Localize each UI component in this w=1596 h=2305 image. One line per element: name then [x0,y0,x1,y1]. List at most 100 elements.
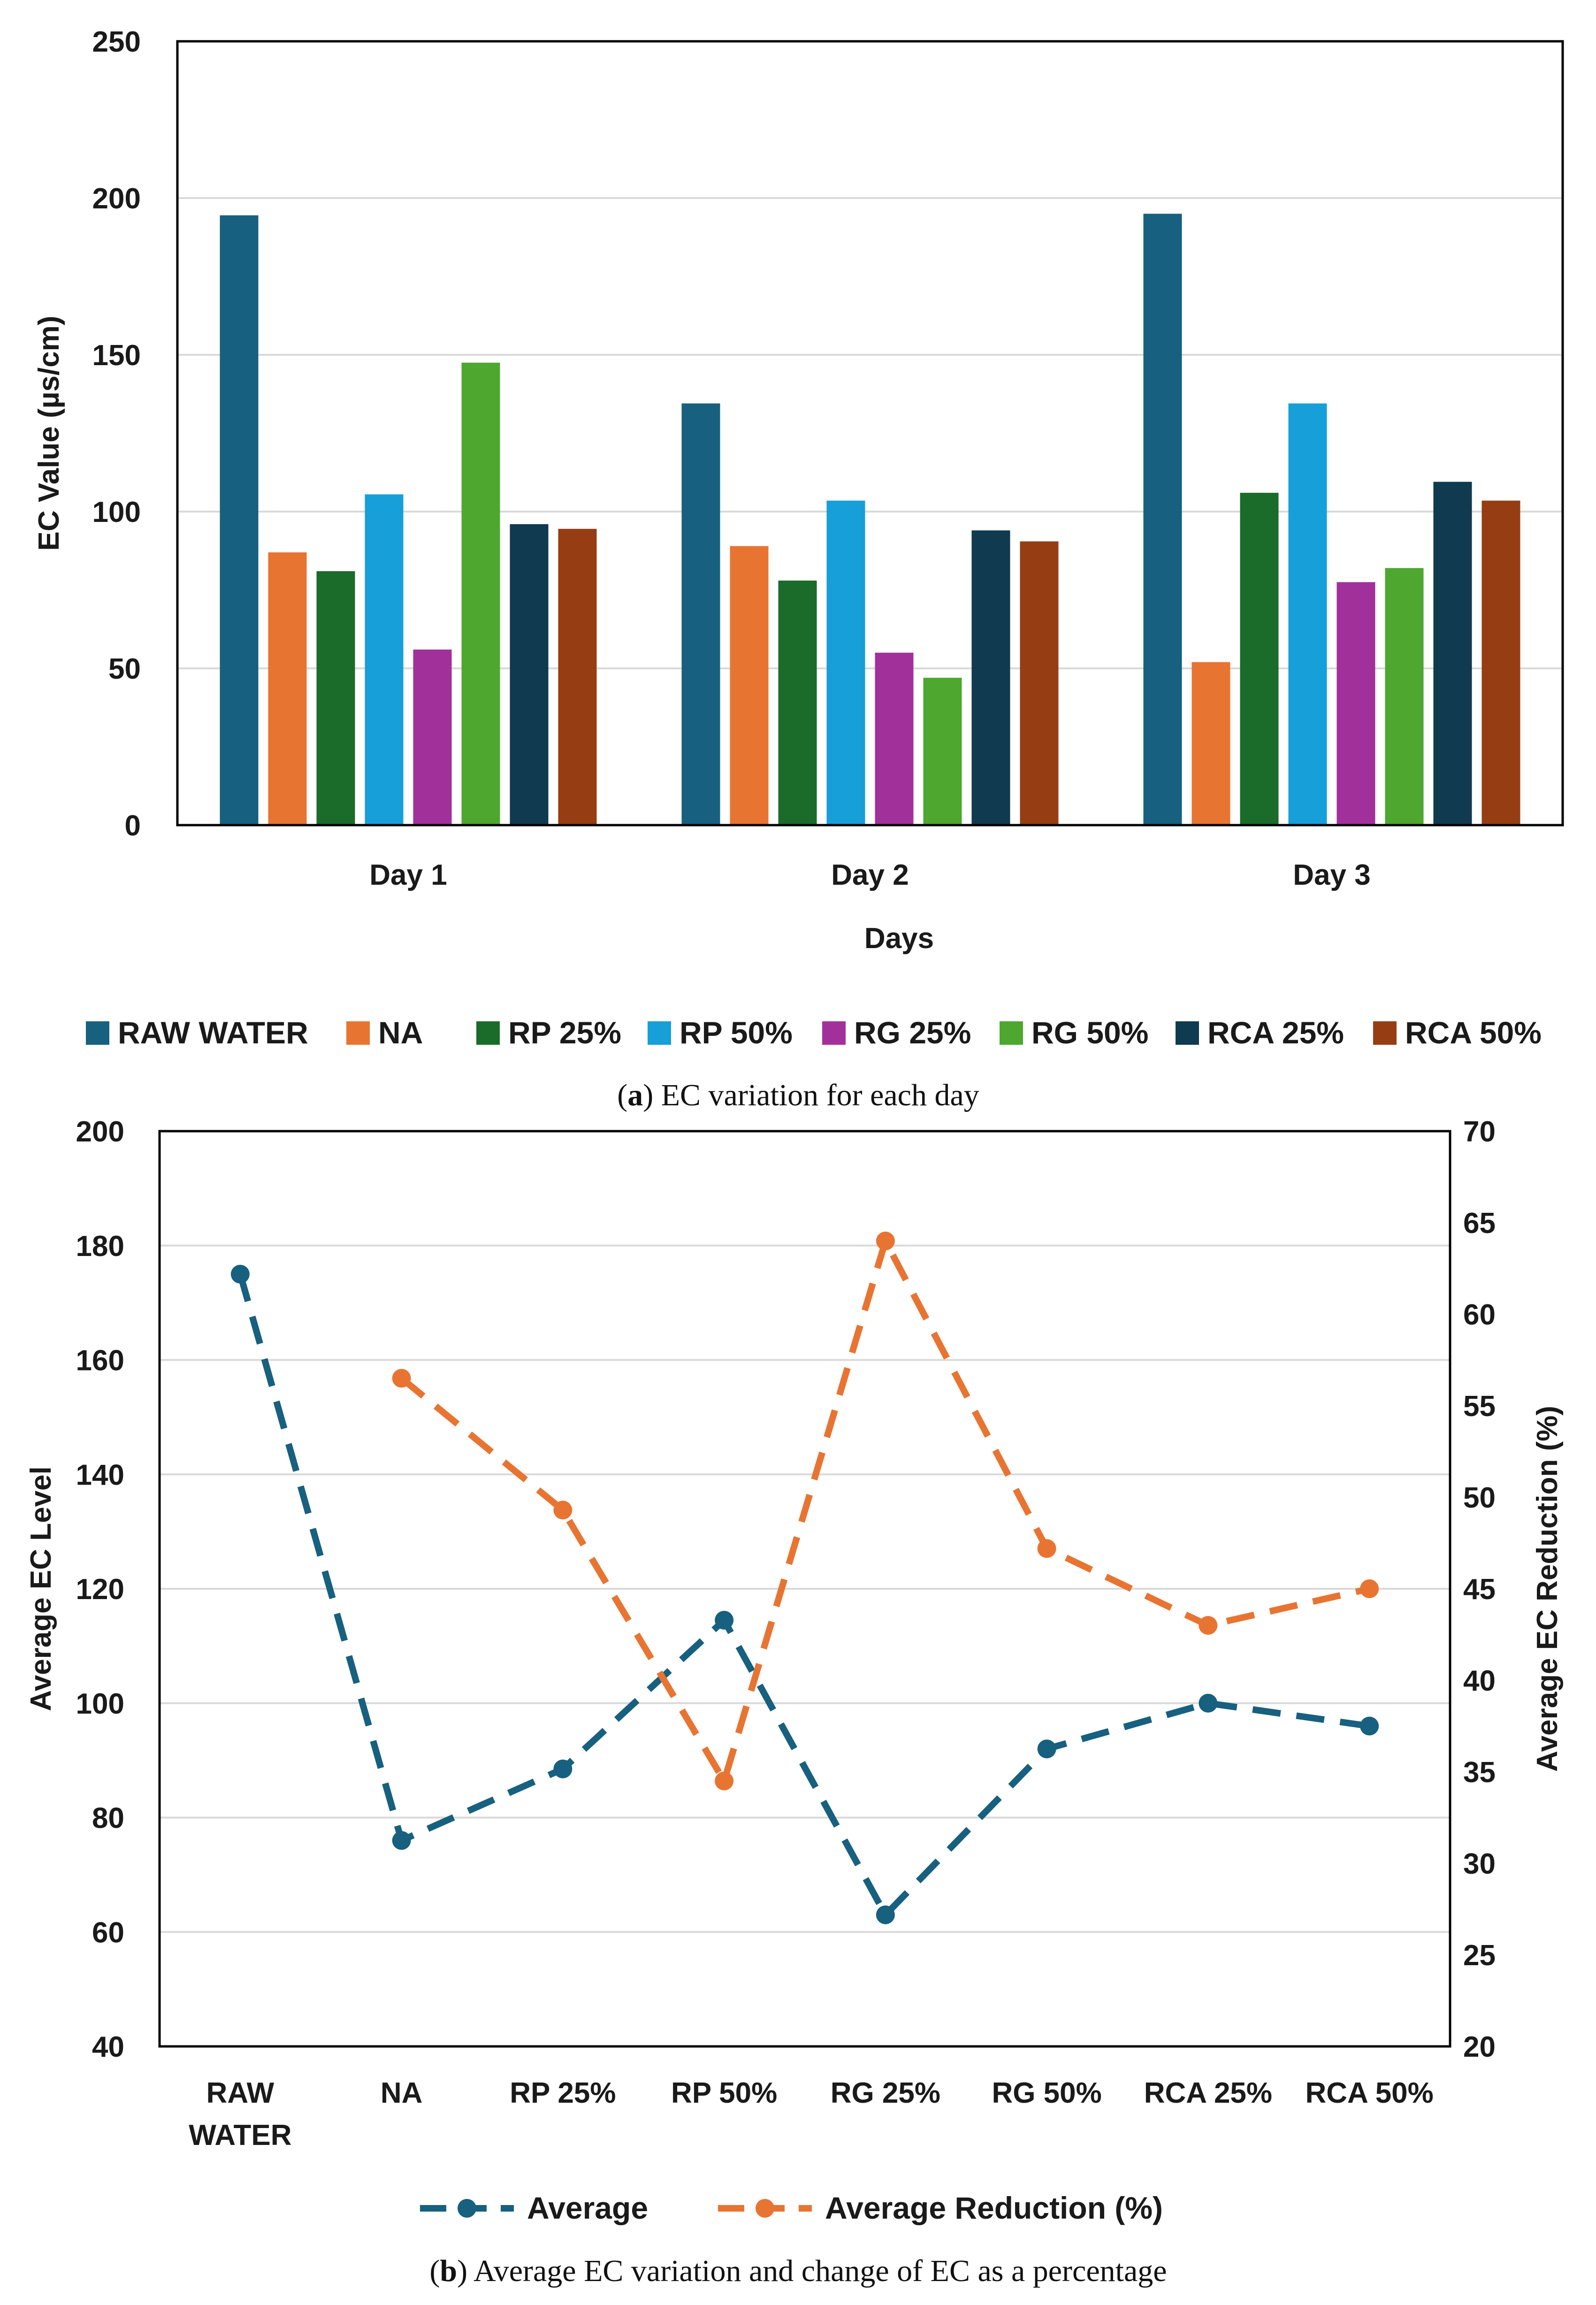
line-chart-left-y-axis-title: Average EC Level [25,1466,57,1711]
bar-chart-bars [220,214,1520,825]
line-chart-right-y-tick-label: 65 [1463,1207,1496,1240]
bar-chart-y-axis-title: EC Value (µs/cm) [33,316,65,551]
bar-chart-y-tick-label: 100 [92,496,141,528]
bar-na-day-1 [268,552,307,825]
bar-rp-50pct-day-2 [826,500,865,825]
caption-b-label: b [440,2254,457,2288]
point-average-reduction-pct-rg-50pct [1037,1539,1056,1558]
line-chart-right-y-tick-label: 55 [1463,1390,1496,1423]
point-average-rca-25pct [1199,1693,1218,1713]
bar-chart-x-tick-label: Day 2 [831,859,909,891]
bar-raw-water-day-3 [1143,214,1182,825]
bar-rca-25pct-day-3 [1433,482,1472,825]
bar-rp-25pct-day-2 [778,580,817,825]
bar-chart-x-axis-title: Days [864,922,934,955]
bar-rg-50pct-day-3 [1385,568,1424,825]
line-chart-right-y-tick-label: 45 [1463,1573,1496,1606]
bar-rp-25pct-day-3 [1240,492,1279,825]
bar-chart-x-tick-label: Day 3 [1293,859,1370,891]
bar-chart-y-tick-labels: 0 50 100 150 200 250 [92,26,141,842]
legend-label-average: Average [527,2190,648,2225]
line-chart-plot-frame [158,1130,1451,2048]
point-average-rca-50pct [1360,1716,1379,1736]
caption-a-text: ) EC variation for each day [643,1078,979,1112]
line-chart-right-y-tick-label: 35 [1463,1756,1496,1789]
point-average-rp-50pct [715,1611,734,1630]
bar-rp-50pct-day-1 [365,494,404,825]
line-chart-left-y-tick-label: 40 [92,2031,124,2063]
bar-raw-water-day-2 [681,403,720,825]
caption-b-text: ) Average EC variation and change of EC … [457,2254,1167,2288]
caption-b: (b) Average EC variation and change of E… [429,2254,1167,2288]
point-average-na [392,1831,411,1850]
point-average-reduction-pct-rca-50pct [1360,1579,1379,1598]
bar-na-day-2 [730,546,769,825]
bar-rg-25pct-day-3 [1336,582,1375,825]
line-chart-right-y-tick-label: 40 [1463,1665,1496,1697]
bar-chart-y-tick-label: 0 [125,810,141,842]
bar-rg-25pct-day-2 [875,652,914,825]
line-chart-left-y-tick-label: 80 [92,1802,124,1835]
line-chart-right-y-tick-label: 25 [1463,1939,1496,1972]
point-average-reduction-pct-na [392,1369,411,1388]
line-chart-left-y-tick-labels: 40 60 80 100 120 140 160 180 200 [76,1116,124,2063]
caption-a-label: a [627,1078,643,1112]
line-chart-right-y-tick-label: 30 [1463,1848,1496,1880]
point-average-reduction-pct-rp-25pct [553,1501,573,1520]
point-average-reduction-pct-rg-25pct [876,1232,895,1250]
line-chart-left-y-tick-label: 180 [76,1230,124,1263]
line-chart-x-tick-label: RCA 50% [1305,2077,1433,2109]
line-chart-left-y-tick-label: 160 [76,1345,124,1377]
bar-rca-50pct-day-2 [1020,541,1059,825]
bar-chart-gridlines [177,197,1563,669]
point-average-rp-25pct [553,1759,573,1778]
legend-label-rca-25pct: RCA 25% [1207,1015,1344,1050]
bar-rg-50pct-day-2 [923,678,962,825]
legend-label-rg-25pct: RG 25% [854,1015,971,1050]
bar-raw-water-day-1 [220,215,259,825]
bar-chart-y-tick-label: 50 [108,653,141,685]
line-chart-average-ec: 40 60 80 100 120 140 160 180 200 20 25 30 35 40 45 50 5… [25,1116,1564,2288]
bar-chart-y-tick-label: 150 [92,339,141,372]
point-average-reduction-pct-rp-50pct [715,1771,734,1791]
line-chart-x-tick-label: RG 50% [992,2077,1101,2109]
bar-rp-50pct-day-3 [1288,403,1327,825]
point-average-rg-25pct [876,1905,895,1924]
legend-label-average-reduction-pct: Average Reduction (%) [825,2190,1163,2225]
legend-label-rg-50pct: RG 50% [1031,1015,1148,1050]
bar-chart-y-tick-label: 200 [92,183,141,215]
bar-chart-plot-frame [176,40,1564,827]
bar-chart-x-tick-labels: Day 1 Day 2 Day 3 [369,859,1370,891]
legend-label-rca-50pct: RCA 50% [1405,1015,1542,1050]
line-chart-left-y-tick-label: 120 [76,1573,124,1606]
line-chart-right-y-tick-label: 60 [1463,1299,1496,1331]
legend-swatch-rp-50pct [648,1021,671,1045]
line-chart-right-y-tick-labels: 20 25 30 35 40 45 50 55 60 65 70 [1463,1116,1496,2063]
line-chart-x-tick-label: RP 50% [671,2077,777,2109]
legend-label-rp-25pct: RP 25% [508,1015,621,1050]
line-chart-left-y-tick-label: 200 [76,1116,124,1148]
line-chart-right-y-tick-label: 70 [1463,1116,1496,1148]
line-chart-x-tick-label: RP 25% [510,2077,616,2109]
line-chart-x-tick-label: RAW [206,2077,275,2109]
legend-swatch-rca-25pct [1176,1021,1199,1045]
series-line-average [237,1273,1370,1918]
bar-rca-50pct-day-1 [558,528,597,825]
line-chart-legend: Average Average Reduction (%) [420,2190,1163,2225]
legend-swatch-raw-water [86,1021,109,1045]
legend-swatch-rg-50pct [1000,1021,1023,1045]
line-chart-gridlines [160,1244,1450,1933]
bar-na-day-3 [1191,662,1230,825]
bar-chart-ec-by-day: 0 50 100 150 200 250 Day 1 Day 2 Day 3 EC Value… [33,26,1564,1112]
line-chart-series [230,1232,1379,1924]
line-chart-right-y-axis-title: Average EC Reduction (%) [1531,1406,1564,1772]
bar-rca-50pct-day-3 [1481,500,1520,825]
bar-rp-25pct-day-1 [316,571,355,825]
point-average-rg-50pct [1037,1739,1056,1759]
legend-swatch-rca-50pct [1373,1021,1397,1045]
line-chart-x-tick-label: RG 25% [831,2077,940,2109]
legend-marker-average [458,2199,476,2218]
line-chart-x-tick-label: WATER [189,2119,291,2152]
point-average-raw-water [230,1264,250,1284]
